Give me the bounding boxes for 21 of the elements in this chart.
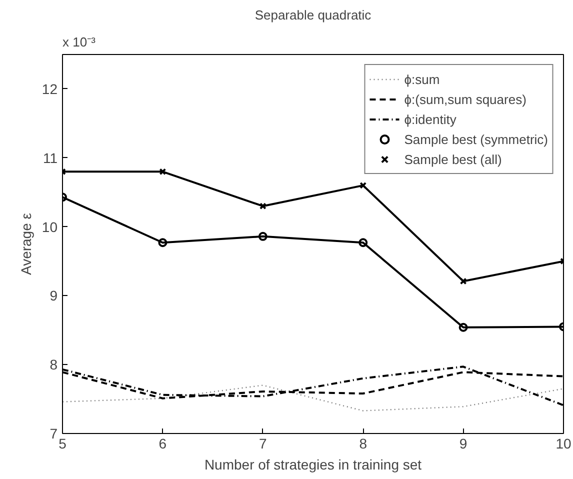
x-tick-label: 7 [259,436,268,452]
x-tick-label: 6 [158,436,167,452]
y-tick-label: 8 [50,356,58,373]
x-axis-title: Number of strategies in training set [204,456,422,472]
y-tick-label: 12 [42,80,58,97]
y-tick-label: 9 [50,288,58,304]
legend-label: ϕ:(sum,sum squares) [404,91,526,107]
x-tick-label: 9 [459,436,468,452]
text: x 10⁻³ [62,34,96,50]
x-tick-label: 10 [556,436,572,452]
legend-label: ϕ:sum [404,71,440,87]
x-tick-label: 8 [359,436,368,452]
y-axis-title: Average ε [18,212,34,276]
y-tick-label: 7 [50,426,58,442]
legend-label: Sample best (all) [404,151,502,167]
x-tick-label: 5 [58,436,67,452]
y-tick-label: 11 [42,150,58,166]
legend-label: Sample best (symmetric) [404,131,548,147]
chart-title: Separable quadratic [254,8,372,22]
y-tick-label: 10 [42,218,58,235]
legend-label: ϕ:identity [404,111,456,127]
